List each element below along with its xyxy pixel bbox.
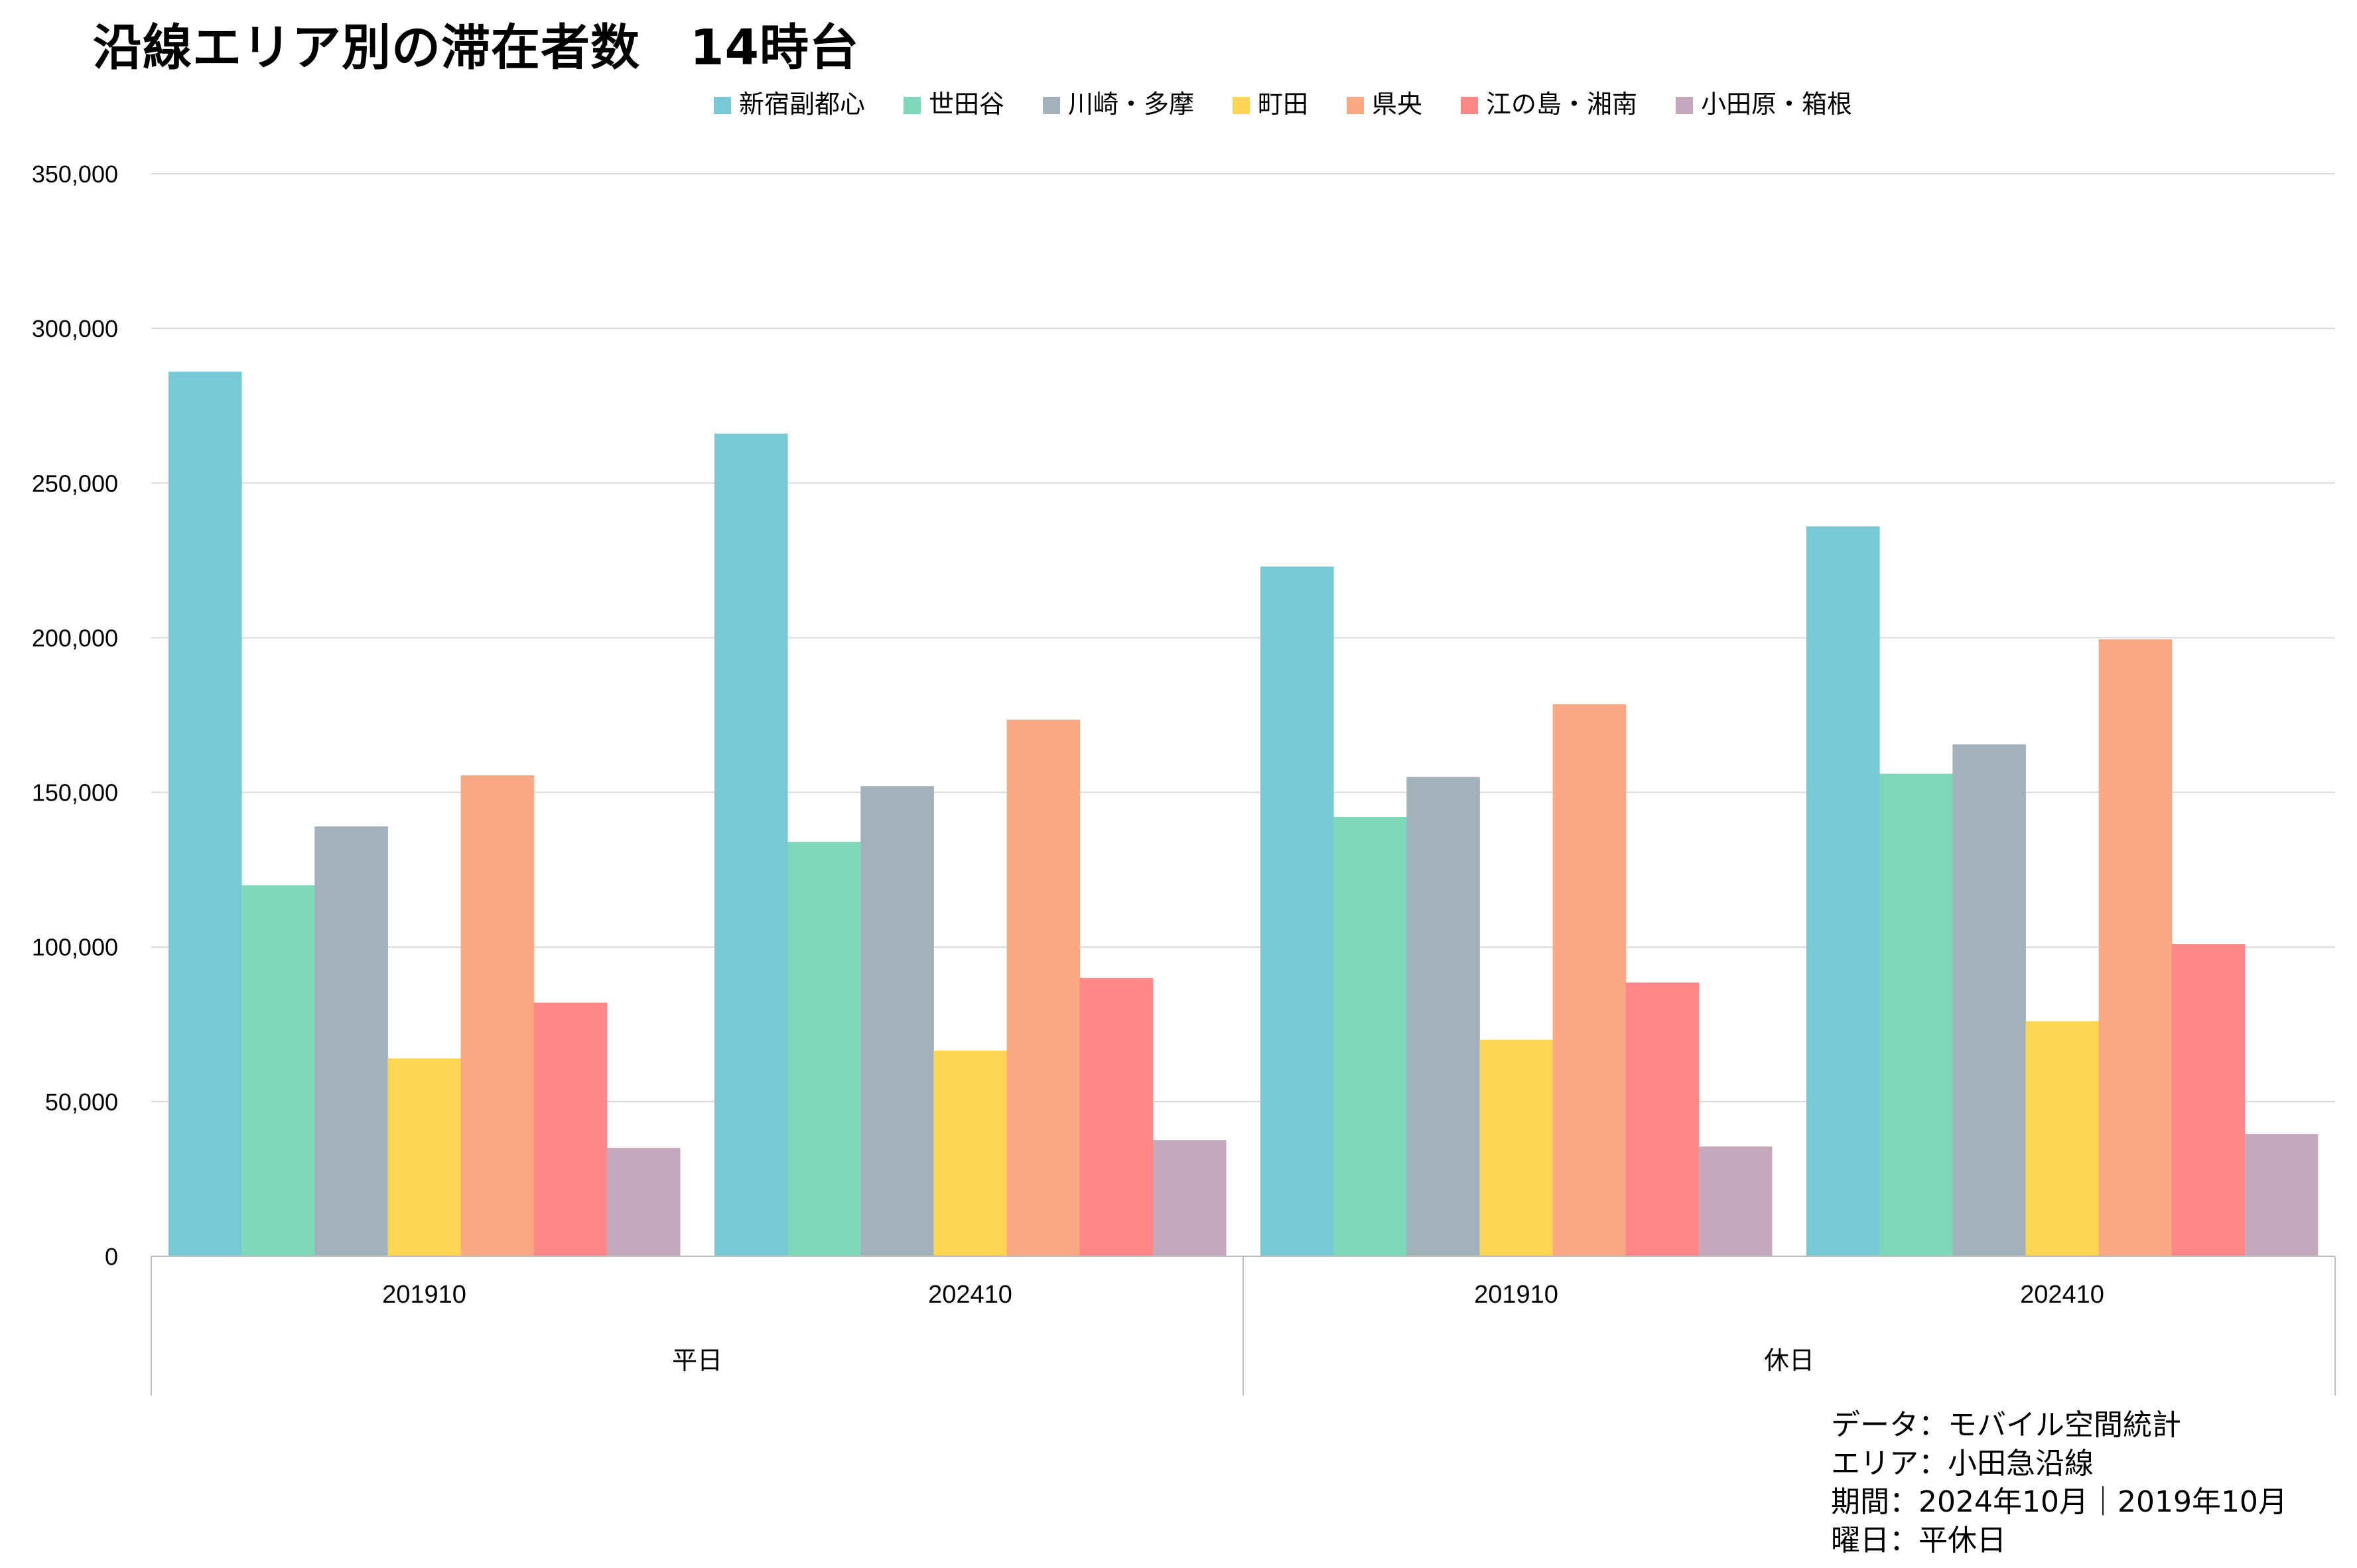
group-label: 平日 xyxy=(672,1346,722,1375)
legend-label: 江の島・湘南 xyxy=(1486,90,1637,119)
y-tick-label: 50,000 xyxy=(45,1088,118,1116)
bar xyxy=(1879,773,1953,1256)
source-notes: データ：モバイル空間統計 エリア：小田急沿線 期間：2024年10月｜2019年… xyxy=(1831,1406,2287,1560)
bar xyxy=(2025,1021,2099,1256)
bar xyxy=(460,775,535,1256)
legend-swatch xyxy=(1043,97,1060,114)
chart-title: 沿線エリア別の滞在者数 14時台 xyxy=(93,19,859,76)
bar xyxy=(2244,1134,2319,1256)
bar xyxy=(1152,1140,1227,1256)
x-tick-label: 202410 xyxy=(2020,1281,2104,1309)
legend-label: 町田 xyxy=(1258,90,1308,119)
legend-label: 世田谷 xyxy=(929,90,1004,119)
y-tick-label: 300,000 xyxy=(32,315,118,342)
bar xyxy=(241,885,315,1256)
x-tick-label: 201910 xyxy=(382,1281,466,1309)
y-tick-label: 200,000 xyxy=(32,624,118,651)
bar xyxy=(933,1050,1007,1256)
bar xyxy=(1479,1039,1553,1256)
note-period: 期間：2024年10月｜2019年10月 xyxy=(1831,1485,2287,1519)
bar xyxy=(387,1058,461,1256)
legend-label: 小田原・箱根 xyxy=(1701,90,1852,119)
legend-swatch xyxy=(1461,97,1478,114)
bar xyxy=(1698,1146,1773,1256)
bar xyxy=(1006,720,1081,1256)
x-axis: 201910 202410 201910 202410 平日 休日 xyxy=(151,1256,2336,1396)
bar xyxy=(1552,704,1627,1256)
legend-swatch xyxy=(904,97,921,114)
bar xyxy=(1079,978,1154,1256)
legend-swatch xyxy=(1676,97,1693,114)
bar xyxy=(1406,777,1480,1256)
y-tick-label: 250,000 xyxy=(32,470,118,497)
note-day-type: 曜日：平休日 xyxy=(1831,1524,2006,1557)
bar xyxy=(314,826,388,1256)
y-tick-label: 0 xyxy=(105,1243,118,1270)
note-data-source: データ：モバイル空間統計 xyxy=(1831,1408,2181,1442)
legend-label: 新宿副都心 xyxy=(739,90,865,119)
bar xyxy=(2171,944,2246,1256)
legend: 新宿副都心 世田谷 川崎・多摩 町田 県央 江の島・湘南 小田原・箱根 xyxy=(714,90,1852,119)
bar xyxy=(1625,982,1700,1256)
bars xyxy=(168,371,2319,1257)
y-axis: 0 50,000 100,000 150,000 200,000 250,000 300,0… xyxy=(32,161,118,1270)
bar xyxy=(860,786,934,1256)
bar xyxy=(1952,744,2026,1256)
bar xyxy=(787,842,861,1256)
x-tick-label: 201910 xyxy=(1474,1281,1558,1309)
y-tick-label: 100,000 xyxy=(32,934,118,961)
legend-swatch xyxy=(1347,97,1364,114)
bar xyxy=(2098,639,2173,1256)
bar xyxy=(1333,817,1407,1256)
bar xyxy=(1806,526,1880,1256)
x-tick-label: 202410 xyxy=(928,1281,1012,1309)
y-tick-label: 350,000 xyxy=(32,161,118,188)
bar xyxy=(1260,566,1334,1257)
bar xyxy=(168,371,242,1256)
bar xyxy=(714,433,788,1257)
bar xyxy=(533,1002,608,1256)
legend-label: 県央 xyxy=(1372,90,1422,119)
y-tick-label: 150,000 xyxy=(32,779,118,807)
legend-label: 川崎・多摩 xyxy=(1068,90,1194,119)
bar xyxy=(606,1147,681,1256)
group-label: 休日 xyxy=(1764,1346,1814,1375)
legend-swatch xyxy=(1233,97,1250,114)
note-area: エリア：小田急沿線 xyxy=(1831,1447,2094,1480)
legend-swatch xyxy=(714,97,731,114)
